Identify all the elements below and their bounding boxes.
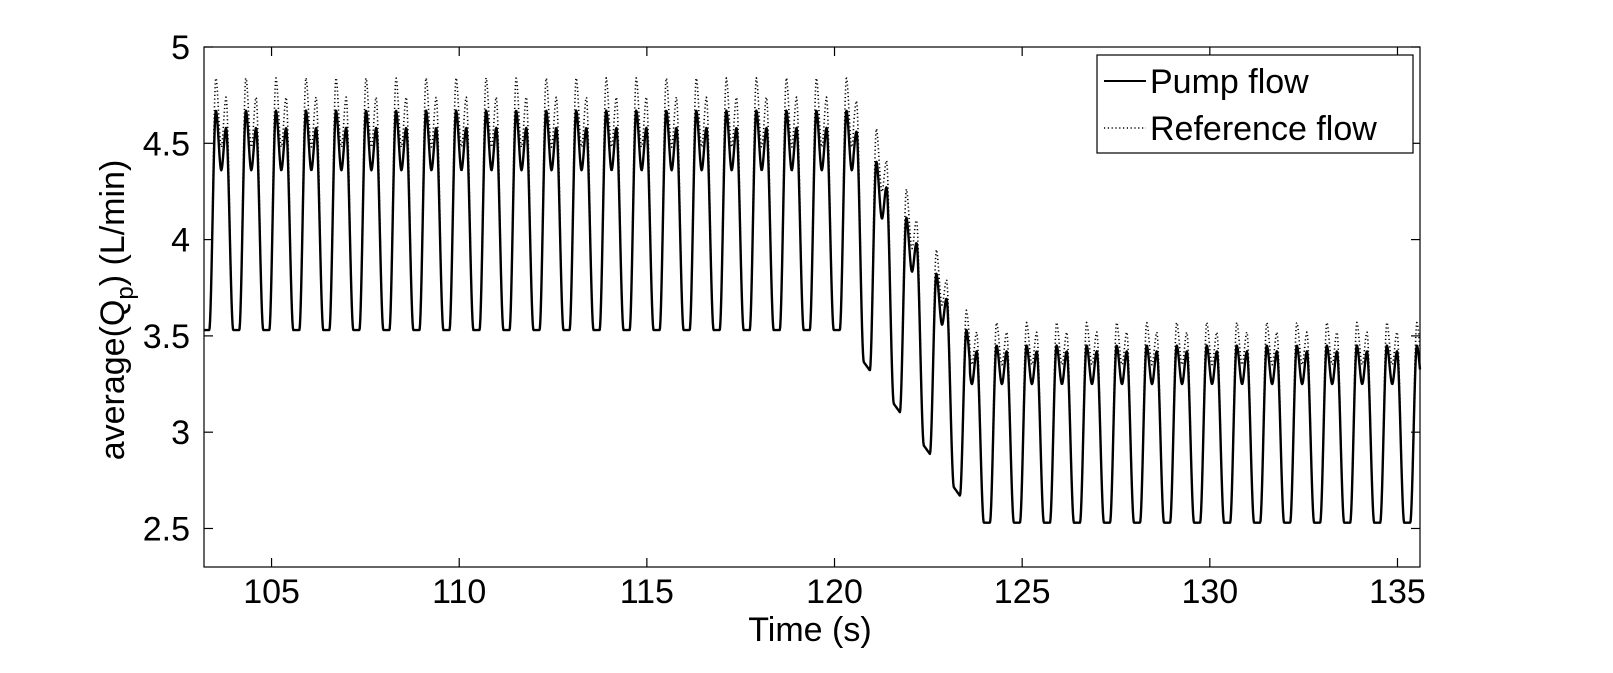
series-layer [203,77,1422,524]
y-tick-label: 4 [171,222,190,260]
x-tick-label: 105 [243,573,300,611]
y-axis: 2.5 3 3.5 4 4.5 5 [143,29,1420,548]
x-tick-label: 110 [432,573,486,611]
x-tick-label: 125 [994,573,1051,611]
y-tick-label: 4.5 [143,125,190,163]
y-tick-label: 3.5 [143,318,190,356]
y-axis-label-subscript: p [112,286,139,299]
series-line-pump-flow [203,109,1422,524]
x-tick-label: 135 [1369,573,1426,611]
x-tick-label: 115 [620,573,674,611]
y-axis-label: average(Qp) (L/min) [94,160,139,461]
y-axis-label-main: average(Q [94,300,132,461]
legend-label-reference-flow: Reference flow [1150,110,1377,148]
x-axis: 105 110 115 120 125 130 135 [243,47,1426,611]
y-axis-label-tail: ) (L/min) [94,160,132,287]
legend-box [1096,54,1414,154]
y-tick-label: 3 [171,414,190,452]
x-tick-label: 130 [1181,573,1238,611]
y-tick-label: 2.5 [143,510,190,548]
y-tick-label: 5 [171,29,190,67]
x-tick-label: 120 [806,573,863,611]
legend-label-pump-flow: Pump flow [1150,63,1309,101]
legend: Pump flow Reference flow [1096,54,1414,154]
x-axis-label: Time (s) [748,611,871,649]
